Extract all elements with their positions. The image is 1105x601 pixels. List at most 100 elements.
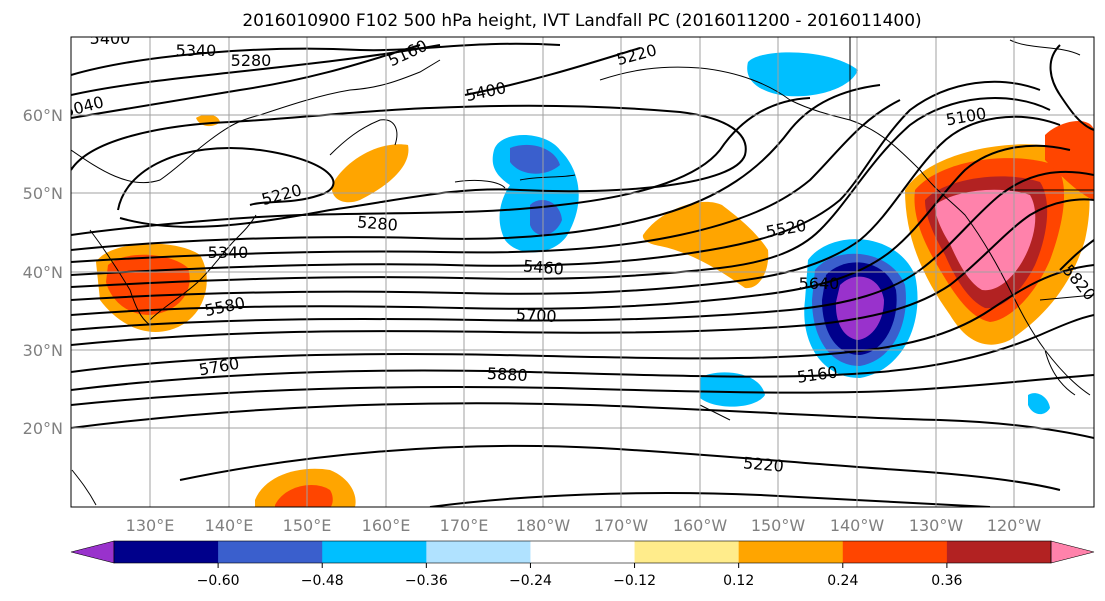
lat-label: 20°N — [23, 419, 63, 438]
lon-label: 150°W — [751, 516, 806, 535]
lon-label: 130°E — [126, 516, 175, 535]
map-frame — [70, 36, 1095, 508]
lon-label: 170°E — [440, 516, 489, 535]
contour-17 — [71, 314, 1094, 391]
contour-18 — [71, 374, 1094, 406]
contour-10 — [71, 80, 1041, 276]
coast-na-west — [919, 169, 1091, 396]
lat-label: 30°N — [23, 341, 63, 360]
coast-asia — [71, 59, 441, 184]
colorbar-tick-label: −0.12 — [613, 573, 656, 589]
colorbar-segment — [114, 541, 219, 563]
contour-labels: 5400 5340 5280 5160 5220 5400 5040 5100 … — [71, 29, 1094, 476]
lon-label: 140°W — [830, 516, 885, 535]
contour-label: 5280 — [231, 51, 272, 70]
coast-kamchatka — [329, 119, 398, 156]
shade-hawaii — [700, 372, 765, 407]
colorbar-segment — [634, 541, 740, 563]
contour-9 — [71, 99, 901, 263]
shade-westcoast-4 — [935, 189, 1036, 291]
colorbar-segment — [530, 541, 636, 563]
colorbar-extend-low — [70, 540, 115, 564]
lon-label: 150°E — [283, 516, 332, 535]
colorbar-tick-label: 0.12 — [723, 573, 754, 589]
coastlines — [71, 37, 1094, 506]
ivt-shading — [96, 52, 1094, 507]
contour-12 — [71, 115, 1061, 301]
contour-label: 5640 — [799, 274, 840, 293]
coast-mexico — [1044, 349, 1076, 396]
shade-nw-corner — [1045, 120, 1094, 200]
lon-label: 120°W — [987, 516, 1042, 535]
contour-3 — [71, 44, 421, 119]
colorbar-segment — [322, 541, 427, 563]
colorbar-segment — [426, 541, 531, 563]
height-contours — [71, 42, 1094, 507]
contour-7 — [71, 97, 811, 236]
map-area: 5400 5340 5280 5160 5220 5400 5040 5100 … — [71, 29, 1094, 507]
coast-philippines — [71, 469, 97, 506]
contour-label: 5880 — [486, 364, 528, 385]
lon-label: 160°W — [673, 516, 728, 535]
contour-2 — [71, 44, 441, 96]
contour-11 — [71, 97, 1051, 288]
contour-label: 5460 — [522, 256, 564, 278]
lon-labels: 130°E 140°E 150°E 160°E 170°E 180°W 170°… — [126, 516, 1042, 535]
coast-hawaii — [699, 404, 731, 421]
contour-label: 5400 — [90, 29, 131, 48]
contour-23 — [1049, 44, 1094, 131]
lon-label: 160°E — [362, 516, 411, 535]
contour-21 — [429, 492, 991, 507]
colorbar-segment — [218, 541, 323, 563]
border-us-mex — [1039, 294, 1094, 301]
shade-aleutian-inner1 — [510, 144, 560, 174]
shade-south-inner — [275, 485, 333, 507]
contour-1 — [71, 42, 561, 76]
lon-label: 140°E — [205, 516, 254, 535]
colorbar-tick-label: 0.24 — [827, 573, 858, 589]
contour-label: 5220 — [742, 453, 784, 475]
colorbar-segment — [738, 541, 844, 563]
colorbar-segment — [842, 541, 948, 563]
contour-label: 5280 — [356, 212, 398, 234]
shade-central-blob-4 — [835, 276, 884, 340]
contour-label: 5700 — [515, 305, 557, 326]
colorbar-extend-high — [1050, 540, 1095, 564]
contour-16 — [71, 264, 1094, 373]
contour-8 — [71, 84, 881, 251]
contour-22 — [1059, 239, 1094, 271]
lat-label: 40°N — [23, 263, 63, 282]
shade-aleutian-inner2 — [530, 200, 562, 236]
colorbar-tick-label: −0.36 — [405, 573, 448, 589]
lat-labels: 60°N 50°N 40°N 30°N 20°N — [23, 106, 63, 438]
contour-6 — [71, 104, 747, 228]
contour-label: 5340 — [208, 243, 249, 262]
coast-japan — [149, 214, 257, 321]
coast-arctic — [1009, 39, 1081, 56]
colorbar-tick-label: −0.24 — [509, 573, 552, 589]
contour-13 — [71, 144, 1071, 316]
colorbar: −0.60 −0.48 −0.36 −0.24 −0.12 0.12 0.24 0.36 — [70, 540, 1095, 589]
lon-label: 130°W — [909, 516, 964, 535]
lat-label: 50°N — [23, 184, 63, 203]
coast-alaska — [599, 66, 921, 171]
lat-label: 60°N — [23, 106, 63, 125]
colorbar-tick-label: −0.48 — [301, 573, 344, 589]
contour-15 — [71, 198, 1094, 346]
shade-alaska — [747, 52, 858, 97]
colorbar-frame — [113, 540, 1052, 564]
coast-aleutians — [454, 174, 576, 189]
contour-20 — [179, 444, 1061, 491]
figure-title: 2016010900 F102 500 hPa height, IVT Land… — [242, 11, 921, 31]
contour-4 — [464, 47, 641, 96]
colorbar-segment — [946, 541, 1052, 563]
colorbar-tick-label: −0.60 — [197, 573, 240, 589]
shade-kamchatka — [331, 144, 409, 203]
colorbar-tick-label: 0.36 — [931, 573, 962, 589]
lon-label: 170°W — [594, 516, 649, 535]
gridlines — [71, 37, 1094, 507]
contour-label: 5340 — [176, 41, 217, 60]
contour-19 — [71, 402, 1094, 439]
shade-small-neg — [1028, 393, 1050, 415]
